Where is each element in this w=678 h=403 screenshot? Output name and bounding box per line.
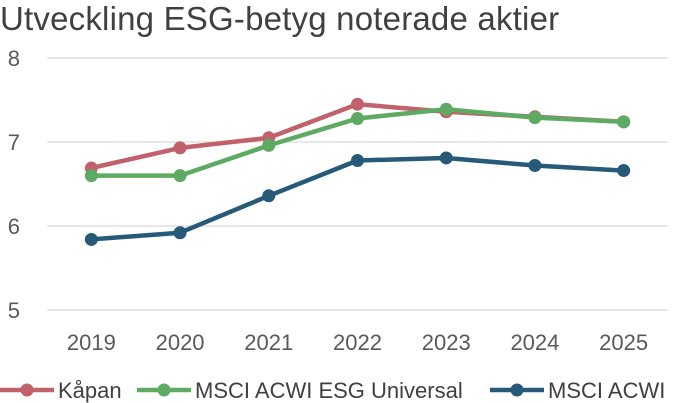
gridlines [47, 57, 668, 311]
data-point [528, 159, 542, 173]
legend-marker [510, 383, 524, 397]
data-point [351, 111, 364, 125]
data-point [439, 102, 453, 116]
data-point [528, 111, 542, 125]
data-point [617, 115, 631, 129]
data-point [351, 97, 364, 111]
data-point [617, 164, 631, 178]
x-tick-label: 2022 [333, 330, 382, 355]
data-point [262, 138, 276, 152]
x-tick-label: 2023 [422, 330, 471, 355]
y-tick-label: 6 [8, 214, 20, 239]
data-point [439, 151, 453, 165]
x-axis-ticks: 2019 2020 2021 2022 2023 2024 2025 [67, 330, 648, 355]
series-2 [84, 151, 631, 246]
series-line [89, 155, 626, 242]
data-point [262, 189, 276, 203]
y-tick-label: 5 [8, 298, 20, 323]
y-axis-ticks: 5 6 7 8 [8, 46, 20, 323]
y-tick-label: 7 [8, 130, 20, 155]
x-tick-label: 2021 [244, 330, 293, 355]
legend-marker [20, 383, 34, 397]
chart-title: Utveckling ESG-betyg noterade aktier [0, 0, 560, 37]
y-tick-label: 8 [8, 46, 20, 71]
series-lines [84, 97, 631, 246]
legend: Kåpan MSCI ACWI ESG Universal MSCI ACWI [0, 378, 665, 403]
legend-label: Kåpan [58, 378, 122, 403]
legend-label: MSCI ACWI ESG Universal [195, 378, 463, 403]
legend-item: MSCI ACWI [490, 378, 665, 403]
data-point [173, 141, 187, 155]
legend-marker [157, 383, 171, 397]
x-tick-label: 2019 [67, 330, 116, 355]
legend-item: MSCI ACWI ESG Universal [137, 378, 463, 403]
legend-item: Kåpan [0, 378, 122, 403]
data-point [173, 169, 187, 183]
legend-label: MSCI ACWI [548, 378, 665, 403]
data-point [351, 153, 364, 167]
x-tick-label: 2025 [599, 330, 648, 355]
x-tick-label: 2020 [156, 330, 205, 355]
series-1 [84, 102, 631, 183]
data-point [84, 169, 98, 183]
data-point [173, 226, 187, 240]
data-point [84, 232, 98, 246]
x-tick-label: 2024 [510, 330, 559, 355]
